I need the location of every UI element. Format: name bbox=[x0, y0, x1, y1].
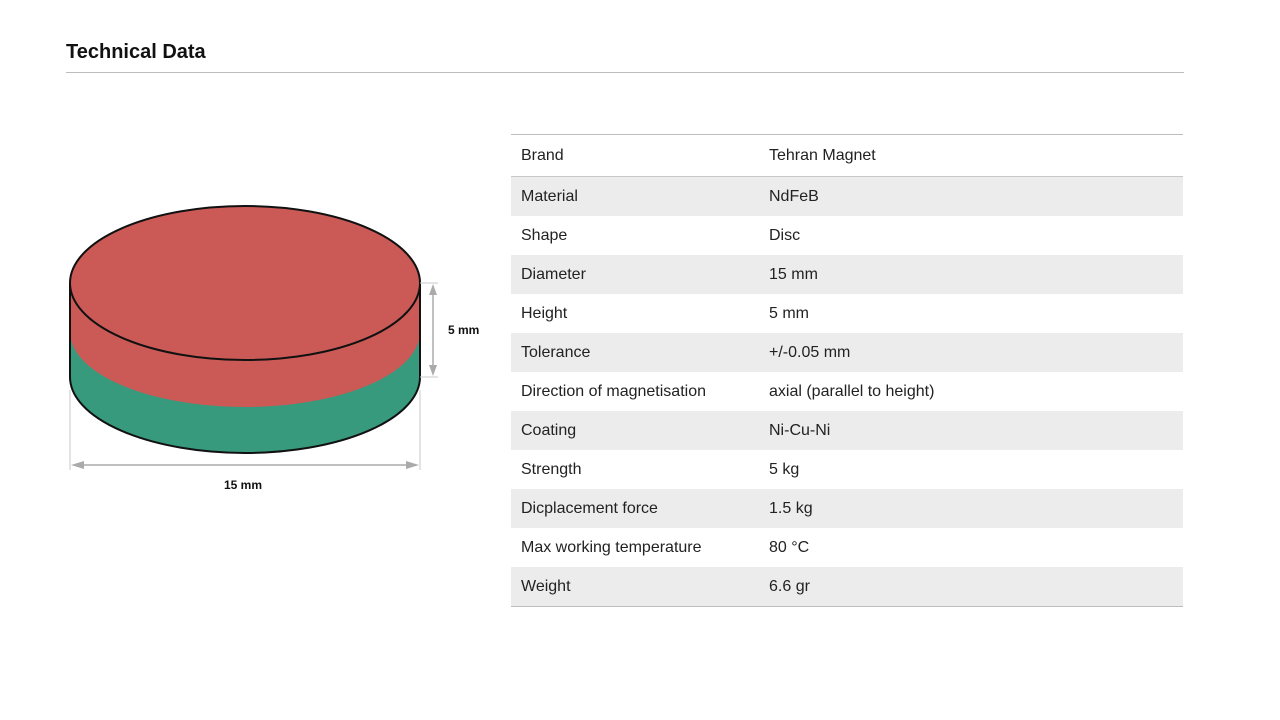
page-title: Technical Data bbox=[66, 41, 206, 63]
table-row: Tolerance +/-0.05 mm bbox=[511, 333, 1183, 372]
table-row: Dicplacement force 1.5 kg bbox=[511, 489, 1183, 528]
spec-label: Tolerance bbox=[521, 343, 591, 361]
table-row: Material NdFeB bbox=[511, 177, 1183, 216]
magnet-disc-illustration bbox=[69, 205, 438, 470]
spec-table: Brand Tehran Magnet Material NdFeB Shape Di… bbox=[511, 134, 1183, 607]
magnet-top-face bbox=[69, 205, 421, 361]
title-divider bbox=[66, 72, 1184, 73]
spec-label: Strength bbox=[521, 460, 582, 478]
spec-label: Diameter bbox=[521, 265, 586, 283]
spec-value: Tehran Magnet bbox=[769, 146, 876, 164]
table-row: Brand Tehran Magnet bbox=[511, 135, 1183, 177]
spec-value: 5 kg bbox=[769, 460, 800, 478]
table-row: Strength 5 kg bbox=[511, 450, 1183, 489]
spec-label: Coating bbox=[521, 421, 577, 439]
spec-label: Brand bbox=[521, 146, 564, 164]
spec-label: Height bbox=[521, 304, 568, 322]
spec-value: Ni-Cu-Ni bbox=[769, 421, 831, 439]
spec-label: Weight bbox=[521, 577, 571, 595]
diameter-label: 15 mm bbox=[224, 478, 263, 492]
diameter-dimension-arrow bbox=[71, 461, 419, 469]
spec-value: 15 mm bbox=[769, 265, 818, 283]
spec-value: +/-0.05 mm bbox=[769, 343, 851, 361]
height-dimension-arrow bbox=[429, 284, 437, 376]
spec-label: Dicplacement force bbox=[521, 499, 658, 517]
spec-value: 6.6 gr bbox=[769, 577, 810, 595]
spec-value: axial (parallel to height) bbox=[769, 382, 935, 400]
spec-label: Direction of magnetisation bbox=[521, 382, 706, 400]
table-row: Diameter 15 mm bbox=[511, 255, 1183, 294]
spec-value: 5 mm bbox=[769, 304, 809, 322]
height-label: 5 mm bbox=[448, 323, 480, 337]
spec-value: 1.5 kg bbox=[769, 499, 813, 517]
spec-label: Shape bbox=[521, 226, 568, 244]
table-row: Coating Ni-Cu-Ni bbox=[511, 411, 1183, 450]
spec-value: NdFeB bbox=[769, 187, 819, 205]
table-row: Max working temperature 80 °C bbox=[511, 528, 1183, 567]
table-row: Weight 6.6 gr bbox=[511, 567, 1183, 606]
spec-label: Max working temperature bbox=[521, 538, 702, 556]
spec-value: Disc bbox=[769, 226, 801, 244]
table-row: Height 5 mm bbox=[511, 294, 1183, 333]
spec-value: 80 °C bbox=[769, 538, 810, 556]
spec-label: Material bbox=[521, 187, 578, 205]
table-row: Direction of magnetisation axial (paralle… bbox=[511, 372, 1183, 411]
table-row: Shape Disc bbox=[511, 216, 1183, 255]
